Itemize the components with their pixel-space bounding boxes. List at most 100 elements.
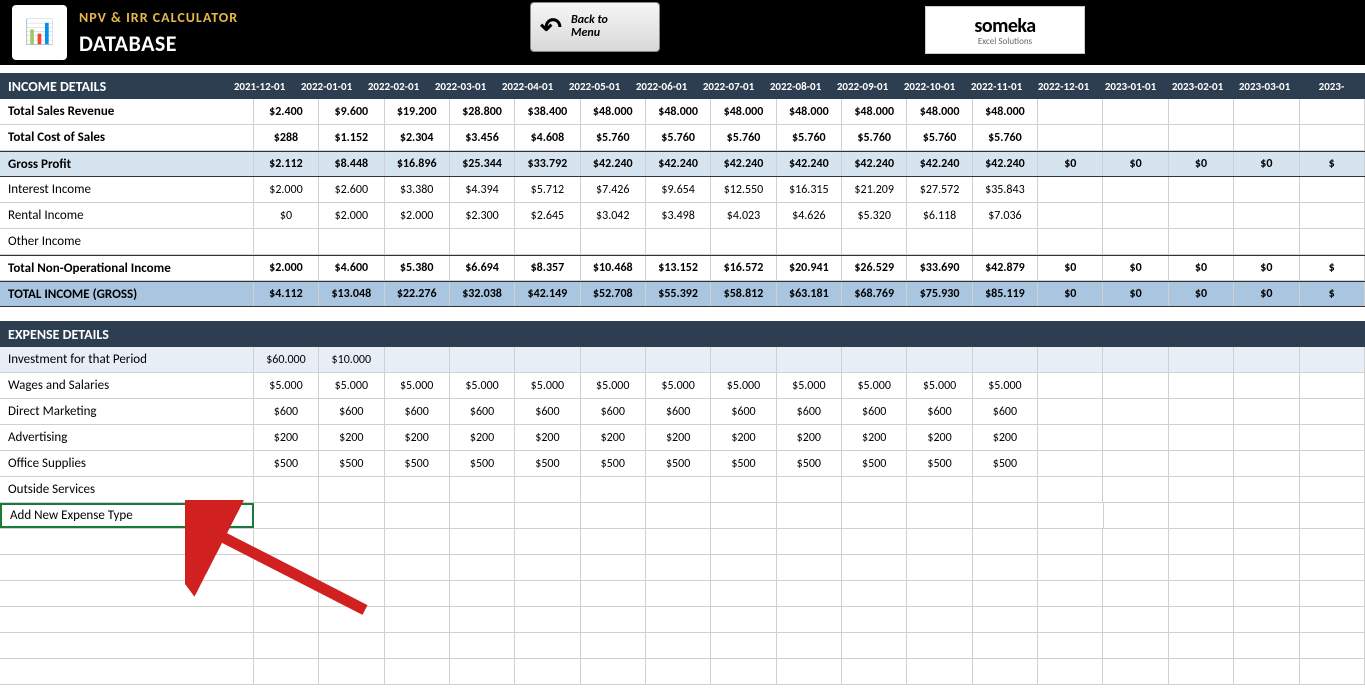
row-label[interactable] xyxy=(0,529,254,554)
data-cell[interactable] xyxy=(1103,425,1168,450)
data-cell[interactable]: $200 xyxy=(973,425,1038,450)
data-cell[interactable]: $0 xyxy=(1103,282,1168,306)
data-cell[interactable]: $0 xyxy=(254,203,319,228)
back-to-menu-button[interactable]: ↶ Back toMenu xyxy=(530,2,660,52)
data-cell[interactable] xyxy=(450,529,515,554)
data-cell[interactable] xyxy=(1169,659,1234,684)
table-row[interactable]: Wages and Salaries$5.000$5.000$5.000$5.0… xyxy=(0,373,1365,399)
data-cell[interactable]: $10.468 xyxy=(581,256,646,280)
data-cell[interactable]: $4.626 xyxy=(777,203,842,228)
data-cell[interactable] xyxy=(319,529,384,554)
data-cell[interactable]: $5.000 xyxy=(711,373,776,398)
row-label[interactable] xyxy=(0,659,254,684)
data-cell[interactable]: $12.550 xyxy=(711,177,776,202)
data-cell[interactable]: $500 xyxy=(581,451,646,476)
data-cell[interactable] xyxy=(842,581,907,606)
row-label[interactable]: Add New Expense Type xyxy=(0,503,254,528)
data-cell[interactable]: $200 xyxy=(385,425,450,450)
data-cell[interactable] xyxy=(254,555,319,580)
data-cell[interactable]: $75.930 xyxy=(907,282,972,306)
data-cell[interactable] xyxy=(254,529,319,554)
data-cell[interactable]: $500 xyxy=(646,451,711,476)
data-cell[interactable] xyxy=(777,477,842,502)
data-cell[interactable] xyxy=(907,633,972,658)
data-cell[interactable]: $9.654 xyxy=(646,177,711,202)
data-cell[interactable]: $200 xyxy=(581,425,646,450)
data-cell[interactable] xyxy=(842,477,907,502)
table-row[interactable] xyxy=(0,555,1365,581)
data-cell[interactable] xyxy=(1103,555,1168,580)
data-cell[interactable]: $200 xyxy=(646,425,711,450)
data-cell[interactable]: $500 xyxy=(385,451,450,476)
data-cell[interactable] xyxy=(450,503,515,528)
data-cell[interactable]: $4.600 xyxy=(319,256,384,280)
data-cell[interactable]: $288 xyxy=(254,125,319,150)
data-cell[interactable]: $9.600 xyxy=(319,99,384,124)
data-cell[interactable]: $4.112 xyxy=(254,282,319,306)
data-cell[interactable] xyxy=(1169,203,1234,228)
data-cell[interactable] xyxy=(1300,555,1365,580)
data-cell[interactable] xyxy=(1300,529,1365,554)
data-cell[interactable] xyxy=(450,347,515,372)
data-cell[interactable]: $600 xyxy=(711,399,776,424)
data-cell[interactable]: $600 xyxy=(581,399,646,424)
data-cell[interactable] xyxy=(1038,633,1103,658)
data-cell[interactable]: $42.240 xyxy=(581,152,646,176)
table-row[interactable] xyxy=(0,607,1365,633)
data-cell[interactable] xyxy=(1300,425,1365,450)
data-cell[interactable] xyxy=(711,347,776,372)
data-cell[interactable]: $16.896 xyxy=(385,152,450,176)
data-cell[interactable] xyxy=(515,633,580,658)
data-cell[interactable] xyxy=(1234,633,1299,658)
data-cell[interactable]: $600 xyxy=(777,399,842,424)
data-cell[interactable] xyxy=(842,529,907,554)
data-cell[interactable] xyxy=(1300,229,1365,254)
data-cell[interactable] xyxy=(646,581,711,606)
data-cell[interactable] xyxy=(450,581,515,606)
data-cell[interactable] xyxy=(1234,347,1299,372)
data-cell[interactable] xyxy=(907,503,972,528)
data-cell[interactable]: $10.000 xyxy=(319,347,384,372)
data-cell[interactable] xyxy=(777,581,842,606)
data-cell[interactable]: $3.042 xyxy=(581,203,646,228)
data-cell[interactable] xyxy=(319,503,384,528)
table-row[interactable]: Office Supplies$500$500$500$500$500$500$… xyxy=(0,451,1365,477)
data-cell[interactable]: $200 xyxy=(777,425,842,450)
data-cell[interactable] xyxy=(385,229,450,254)
row-label[interactable] xyxy=(0,607,254,632)
data-cell[interactable]: $5.000 xyxy=(581,373,646,398)
data-cell[interactable]: $26.529 xyxy=(842,256,907,280)
data-cell[interactable] xyxy=(1169,125,1234,150)
data-cell[interactable] xyxy=(1038,425,1103,450)
data-cell[interactable] xyxy=(973,347,1038,372)
data-cell[interactable]: $500 xyxy=(842,451,907,476)
data-cell[interactable] xyxy=(1038,125,1103,150)
table-row[interactable] xyxy=(0,633,1365,659)
row-label[interactable]: Total Sales Revenue xyxy=(0,99,254,124)
data-cell[interactable]: $5.000 xyxy=(842,373,907,398)
data-cell[interactable]: $5.000 xyxy=(254,373,319,398)
data-cell[interactable] xyxy=(1234,451,1299,476)
data-cell[interactable] xyxy=(907,659,972,684)
data-cell[interactable]: $7.036 xyxy=(973,203,1038,228)
data-cell[interactable] xyxy=(842,229,907,254)
data-cell[interactable] xyxy=(1103,347,1168,372)
data-cell[interactable]: $0 xyxy=(1234,282,1299,306)
data-cell[interactable] xyxy=(319,555,384,580)
data-cell[interactable]: $5.760 xyxy=(646,125,711,150)
data-cell[interactable]: $8.357 xyxy=(515,256,580,280)
data-cell[interactable] xyxy=(1234,555,1299,580)
data-cell[interactable] xyxy=(515,581,580,606)
data-cell[interactable]: $500 xyxy=(711,451,776,476)
data-cell[interactable]: $2.300 xyxy=(450,203,515,228)
data-cell[interactable]: $63.181 xyxy=(777,282,842,306)
data-cell[interactable]: $60.000 xyxy=(254,347,319,372)
data-cell[interactable]: $32.038 xyxy=(450,282,515,306)
data-cell[interactable]: $5.380 xyxy=(385,256,450,280)
row-label[interactable]: Advertising xyxy=(0,425,254,450)
data-cell[interactable] xyxy=(1038,659,1103,684)
data-cell[interactable] xyxy=(515,659,580,684)
data-cell[interactable]: $55.392 xyxy=(646,282,711,306)
data-cell[interactable] xyxy=(1234,529,1299,554)
data-cell[interactable] xyxy=(1038,177,1103,202)
